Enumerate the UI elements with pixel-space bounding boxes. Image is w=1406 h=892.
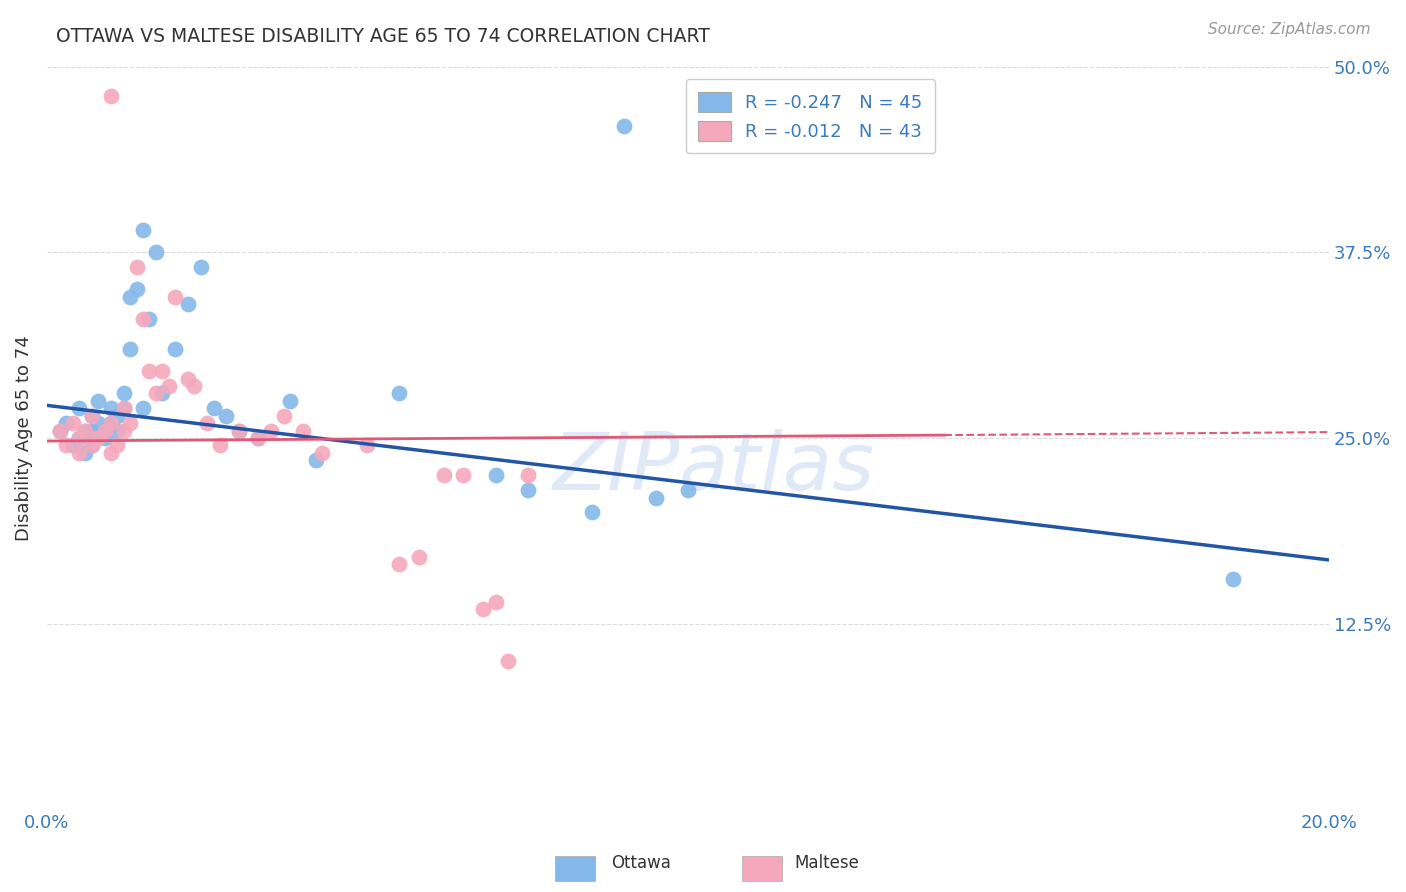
- Point: [150, 386, 173, 401]
- Point: [100, 89, 122, 103]
- Point: [105, 424, 128, 438]
- Text: Ottawa: Ottawa: [612, 855, 672, 872]
- Point: [67, 401, 90, 416]
- Point: [260, 424, 283, 438]
- Point: [356, 438, 378, 452]
- Legend: R = -0.247   N = 45, R = -0.012   N = 43: R = -0.247 N = 45, R = -0.012 N = 43: [686, 79, 935, 153]
- Point: [62, 416, 84, 430]
- Point: [125, 283, 148, 297]
- Point: [100, 401, 122, 416]
- Point: [471, 602, 494, 616]
- Point: [292, 424, 315, 438]
- Point: [202, 401, 225, 416]
- Point: [498, 654, 520, 668]
- Point: [177, 297, 200, 311]
- Point: [62, 438, 84, 452]
- Point: [228, 424, 250, 438]
- Point: [644, 491, 666, 505]
- Text: Maltese: Maltese: [794, 855, 859, 872]
- Point: [247, 431, 270, 445]
- Y-axis label: Disability Age 65 to 74: Disability Age 65 to 74: [15, 335, 32, 541]
- Point: [80, 409, 103, 423]
- Point: [93, 424, 115, 438]
- Point: [112, 424, 135, 438]
- Point: [55, 438, 77, 452]
- Point: [132, 223, 155, 237]
- Point: [273, 409, 295, 423]
- Point: [433, 468, 456, 483]
- Point: [75, 424, 97, 438]
- Point: [228, 424, 250, 438]
- Point: [145, 245, 167, 260]
- Point: [112, 401, 135, 416]
- Point: [408, 549, 430, 564]
- Point: [125, 260, 148, 275]
- Point: [93, 431, 115, 445]
- Point: [132, 312, 155, 326]
- Point: [100, 416, 122, 430]
- Text: OTTAWA VS MALTESE DISABILITY AGE 65 TO 74 CORRELATION CHART: OTTAWA VS MALTESE DISABILITY AGE 65 TO 7…: [56, 27, 710, 45]
- Point: [105, 409, 128, 423]
- Point: [87, 416, 110, 430]
- Point: [215, 409, 238, 423]
- Point: [165, 290, 187, 304]
- Point: [516, 468, 538, 483]
- Point: [67, 446, 90, 460]
- Point: [48, 424, 70, 438]
- Text: ZIPatlas: ZIPatlas: [553, 429, 875, 507]
- Point: [80, 438, 103, 452]
- Point: [165, 342, 187, 356]
- Point: [388, 558, 411, 572]
- Point: [93, 424, 115, 438]
- Point: [1222, 572, 1244, 586]
- Point: [177, 371, 200, 385]
- Point: [67, 431, 90, 445]
- Point: [195, 416, 218, 430]
- Point: [48, 424, 70, 438]
- Point: [80, 424, 103, 438]
- Point: [453, 468, 475, 483]
- Point: [247, 431, 270, 445]
- Point: [112, 401, 135, 416]
- Point: [676, 483, 699, 497]
- Point: [150, 364, 173, 378]
- Point: [75, 424, 97, 438]
- Point: [120, 290, 142, 304]
- Point: [80, 438, 103, 452]
- Point: [208, 438, 231, 452]
- Point: [87, 393, 110, 408]
- Point: [613, 119, 636, 133]
- Point: [105, 438, 128, 452]
- Point: [138, 364, 160, 378]
- Point: [120, 342, 142, 356]
- Point: [138, 312, 160, 326]
- Point: [112, 386, 135, 401]
- Point: [157, 379, 180, 393]
- Point: [311, 446, 333, 460]
- Point: [87, 431, 110, 445]
- Point: [75, 446, 97, 460]
- Point: [80, 409, 103, 423]
- Point: [484, 468, 506, 483]
- Point: [388, 386, 411, 401]
- Point: [190, 260, 212, 275]
- Point: [280, 393, 302, 408]
- Point: [100, 416, 122, 430]
- Point: [55, 416, 77, 430]
- Point: [120, 416, 142, 430]
- Point: [100, 446, 122, 460]
- Point: [516, 483, 538, 497]
- Point: [132, 401, 155, 416]
- Text: Source: ZipAtlas.com: Source: ZipAtlas.com: [1208, 22, 1371, 37]
- Point: [145, 386, 167, 401]
- Point: [581, 505, 603, 519]
- Point: [305, 453, 328, 467]
- Point: [183, 379, 205, 393]
- Point: [67, 431, 90, 445]
- Point: [484, 594, 506, 608]
